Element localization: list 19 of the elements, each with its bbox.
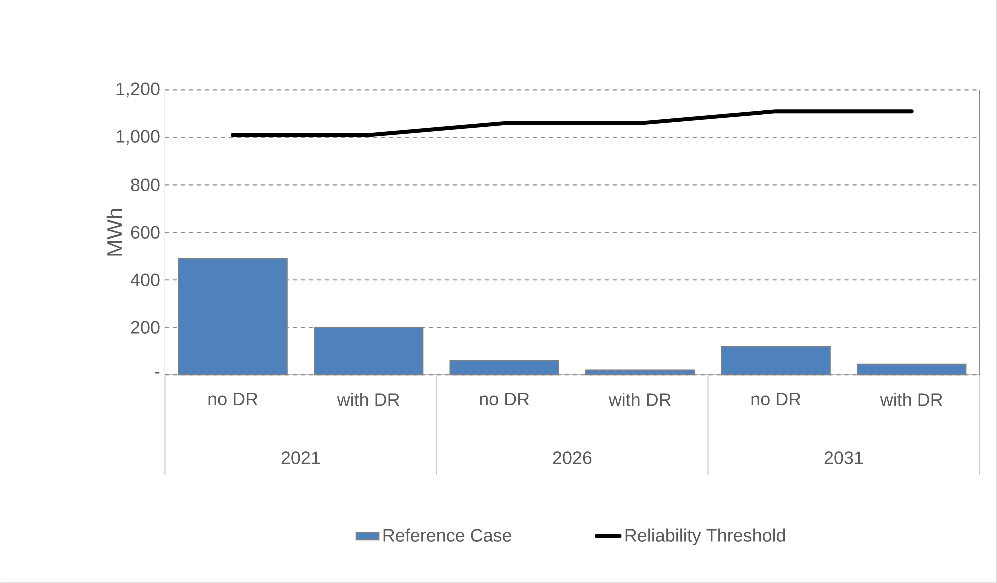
y-tick-label: 400	[130, 274, 160, 286]
x-tick-label: no DR	[752, 393, 801, 406]
x-tick-label: with DR	[880, 392, 942, 406]
text: 2031	[824, 452, 864, 464]
y-axis-title: MWh	[106, 209, 122, 256]
x-tick-label: with DR	[337, 392, 400, 406]
x-tick-label: no DR	[208, 393, 258, 406]
text: 2026	[553, 452, 592, 464]
y-tick-label: 1,200	[116, 82, 160, 98]
y-tick-label: 800	[131, 178, 160, 192]
legend-label: Reference Case	[384, 528, 512, 542]
legend-label: Reliability Threshold	[626, 528, 786, 546]
y-tick-label: 1,000	[116, 130, 160, 146]
x-tick-label: with DR	[608, 392, 671, 406]
x-tick-label: no DR	[480, 393, 530, 406]
text: 2021	[282, 452, 320, 464]
y-tick-label: -	[155, 372, 160, 374]
y-tick-label: 200	[131, 321, 160, 334]
y-tick-label: 600	[131, 226, 160, 239]
